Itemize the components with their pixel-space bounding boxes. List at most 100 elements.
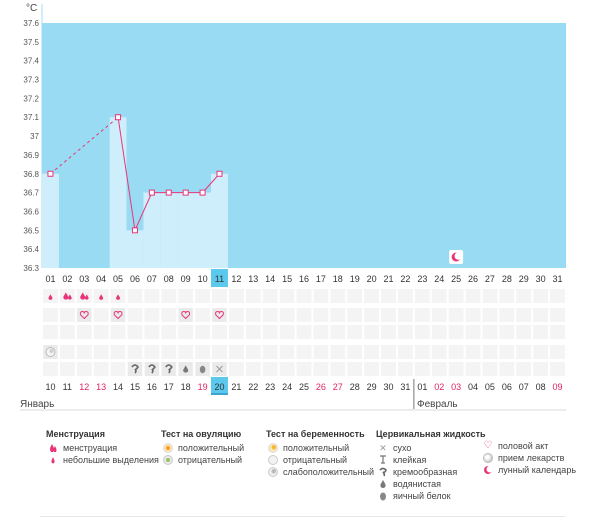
legend-label: яичный белок [393,491,451,501]
grid-cell [127,325,143,339]
data-point [216,170,223,177]
grid-cell [228,345,244,359]
grid-cell [161,289,177,303]
grid-cell [144,345,160,359]
calendar-date-label: 31 [400,382,410,392]
grid-cell [161,308,177,322]
temperature-bar [143,192,161,268]
grid-cell [499,362,515,376]
grid-cell [347,325,363,339]
drop-heavy-icon [68,294,72,300]
cycle-day-label: 31 [553,274,563,284]
legend-label: половой акт [498,441,549,451]
legend-item: клейкая [376,454,486,466]
grid-cell [381,308,396,322]
calendar-date-label: 16 [147,382,157,392]
legend-label: менструация [63,443,118,453]
calendar-date-label: 22 [248,382,258,392]
grid-cell [228,325,244,339]
cycle-day-label: 16 [299,274,309,284]
grid-cell [195,289,211,303]
grid-cell [313,308,329,322]
cycle-day-label: 15 [282,274,292,284]
grid-cell [364,345,380,359]
data-point [182,189,189,196]
grid-cell [431,289,447,303]
grid-cell [347,289,363,303]
data-point [47,170,54,177]
grid-cell [93,345,109,359]
sticky-icon [376,455,390,465]
y-tick-label: 36.5 [23,226,39,235]
grid-cell [516,308,532,322]
grid-cell [381,289,396,303]
drop-light-icon [116,294,121,300]
y-tick-label: 36.9 [23,151,39,160]
grid-cell [414,362,430,376]
grid-cell [397,289,413,303]
grid-cell [279,362,295,376]
temperature-bar [109,117,127,268]
cycle-day-label: 02 [62,274,72,284]
grid-cell [59,345,75,359]
y-tick-label: 37 [30,132,39,141]
temperature-bar [177,192,195,268]
legend-item: кремообразная [376,466,486,478]
grid-cell [448,308,464,322]
legend-label: прием лекарств [498,453,565,463]
grid-cell [482,308,498,322]
heart-cell-bg [77,308,92,322]
calendar-date-label: 05 [485,382,495,392]
calendar-date-label: 15 [130,382,140,392]
grid-cell [431,362,447,376]
grid-cell [43,362,58,376]
grid-cell [414,289,430,303]
grid-cell [262,289,278,303]
moon-icon-cutout [454,252,463,260]
heart-icon: ♡ [483,440,493,451]
heart-icon [113,310,123,320]
grid-cell [262,362,278,376]
cycle-day-label: 23 [417,274,427,284]
series-line [134,192,153,231]
cycle-day-label: 03 [79,274,89,284]
legend-item: отрицательный [161,454,244,466]
grid-cell [161,325,177,339]
grid-cell [161,345,177,359]
grid-cell [262,308,278,322]
grid-cell [533,345,549,359]
grid-cell [381,362,396,376]
legend-item: ♡ половой акт [481,440,576,452]
heart-cell-bg [111,308,126,322]
legend-label: сухо [393,443,412,453]
legend-cervical: Цервикальная жидкость ✕ сухо клейкая кре… [376,428,486,502]
grid-cell [516,325,532,339]
grid-cell [59,325,75,339]
grid-cell [499,345,515,359]
temperature-bar [194,192,212,268]
legend-label: лунный календарь [498,465,577,475]
grid-cell [414,308,430,322]
drop-light-icon [48,294,53,300]
grid-cell [397,308,413,322]
calendar-date-label: 08 [536,382,546,392]
legend-label: клейкая [393,455,427,465]
data-point [199,189,206,196]
moon-icon [481,465,495,475]
legend-item: слабоположительный [266,466,374,478]
grid-cell [482,289,498,303]
cycle-day-label: 24 [434,274,444,284]
grid-cell [43,308,58,322]
drop-heavy-icon [84,294,89,300]
legend-pregnancy: Тест на беременность положительный отриц… [266,428,374,478]
grid-cell [313,345,329,359]
cycle-day-label: 26 [468,274,478,284]
drop-light-icon [46,455,60,465]
y-unit-label: °C [26,3,37,14]
grid-cell [550,345,565,359]
y-tick-label: 37.5 [23,38,39,47]
cycle-day-label: 10 [198,274,208,284]
grid-cell [144,325,160,339]
bottom-divider [40,516,565,517]
grid-cell [397,325,413,339]
